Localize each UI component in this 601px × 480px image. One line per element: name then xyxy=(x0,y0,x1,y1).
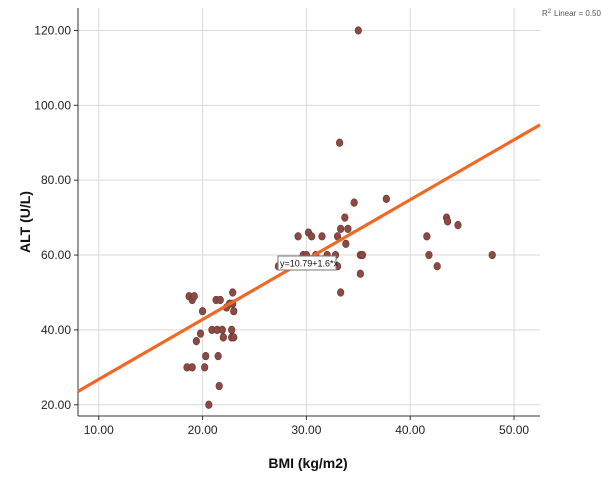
data-point xyxy=(198,307,207,316)
data-point xyxy=(218,325,226,335)
y-axis-ticks: 20.00 40.00 60.00 80.00 100.00 120.00 xyxy=(34,23,78,412)
grid-lines xyxy=(78,8,540,416)
data-point xyxy=(205,400,213,409)
data-point xyxy=(342,239,350,248)
data-point xyxy=(196,329,205,338)
x-tick-label: 10.00 xyxy=(84,423,114,437)
data-point xyxy=(318,232,326,241)
data-point xyxy=(341,213,349,222)
x-tick-label: 30.00 xyxy=(291,423,321,437)
plot-area xyxy=(78,8,540,416)
equation-label: y=10.79+1.6*x xyxy=(280,259,339,269)
x-axis-ticks: 10.00 20.00 30.00 40.00 50.00 xyxy=(84,416,529,437)
x-tick-label: 40.00 xyxy=(395,423,425,437)
data-point xyxy=(358,250,367,260)
equation-box: y=10.79+1.6*x xyxy=(277,255,339,271)
data-point xyxy=(201,363,209,372)
data-point xyxy=(188,363,196,372)
data-point xyxy=(228,325,236,335)
data-point xyxy=(337,288,345,297)
y-tick-label: 120.00 xyxy=(34,23,71,37)
y-axis-title: ALT (U/L) xyxy=(17,191,33,253)
data-point xyxy=(336,138,344,147)
data-point xyxy=(454,221,462,230)
data-point xyxy=(307,232,316,241)
data-point xyxy=(350,198,358,207)
y-tick-label: 20.00 xyxy=(41,398,71,412)
data-point xyxy=(202,352,210,361)
r2-label: Linear = 0.502 xyxy=(554,9,601,18)
data-point xyxy=(215,381,223,391)
data-point xyxy=(488,250,496,260)
data-point xyxy=(294,232,302,241)
r2-prefix: R2 xyxy=(542,9,552,18)
data-point xyxy=(230,307,238,316)
data-point xyxy=(216,295,224,305)
x-axis-title: BMI (kg/m2) xyxy=(268,455,347,471)
x-tick-label: 20.00 xyxy=(188,423,218,437)
data-point xyxy=(433,262,441,271)
data-point xyxy=(337,224,345,233)
data-point xyxy=(192,337,200,346)
data-point xyxy=(214,352,222,361)
data-point xyxy=(444,217,452,226)
y-tick-label: 40.00 xyxy=(41,323,71,337)
data-point xyxy=(344,224,352,233)
data-point xyxy=(354,26,362,35)
data-point xyxy=(190,292,198,301)
data-point xyxy=(382,194,390,203)
y-tick-label: 100.00 xyxy=(34,98,71,112)
data-point xyxy=(425,250,433,260)
data-point xyxy=(356,269,364,278)
y-tick-label: 80.00 xyxy=(41,173,71,187)
data-point xyxy=(219,333,227,342)
y-tick-label: 60.00 xyxy=(41,248,71,262)
x-tick-label: 50.00 xyxy=(499,423,529,437)
data-point xyxy=(423,232,431,241)
data-point xyxy=(229,288,237,297)
data-point xyxy=(230,333,238,342)
